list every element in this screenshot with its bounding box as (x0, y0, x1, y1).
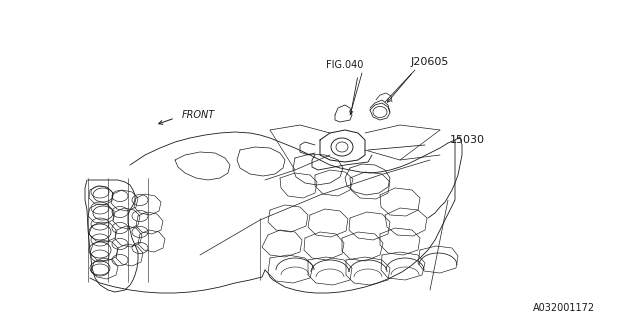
Text: J20605: J20605 (411, 57, 449, 67)
Text: FRONT: FRONT (182, 110, 215, 120)
Text: A032001172: A032001172 (533, 303, 595, 313)
Text: FIG.040: FIG.040 (326, 60, 364, 70)
Text: 15030: 15030 (450, 135, 485, 145)
